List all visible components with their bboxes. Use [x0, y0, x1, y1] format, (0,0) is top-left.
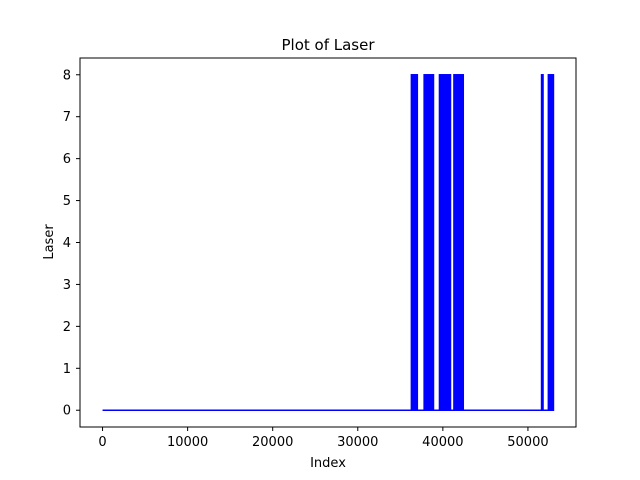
- y-tick-label: 0: [63, 404, 71, 419]
- y-axis-label: Laser: [42, 224, 57, 260]
- y-tick-label: 2: [63, 320, 71, 335]
- x-tick-label: 50000: [507, 435, 548, 450]
- x-axis-label: Index: [310, 456, 346, 471]
- x-tick-label: 20000: [252, 435, 293, 450]
- series-layer: [102, 74, 555, 411]
- y-tick-label: 8: [63, 68, 71, 83]
- x-tick-label: 10000: [167, 435, 208, 450]
- series-pulse-band: [547, 74, 555, 411]
- y-tick-label: 6: [63, 152, 71, 167]
- series-pulse-band: [423, 74, 435, 411]
- x-tick-label: 0: [98, 435, 106, 450]
- y-axis-ticks: 0 1 2 3 4 5 6 7 8: [63, 68, 80, 419]
- x-axis-ticks: 0 10000 20000 30000 40000 50000: [98, 427, 549, 450]
- x-tick-label: 40000: [422, 435, 463, 450]
- y-tick-label: 1: [63, 362, 71, 377]
- y-tick-label: 4: [63, 236, 71, 251]
- y-tick-label: 5: [63, 194, 71, 209]
- y-tick-label: 7: [63, 110, 71, 125]
- x-tick-label: 30000: [337, 435, 378, 450]
- series-pulse-band: [414, 74, 419, 411]
- chart-title: Plot of Laser: [281, 36, 375, 54]
- y-tick-label: 3: [63, 278, 71, 293]
- series-pulse-band: [453, 74, 465, 411]
- series-pulse-band: [438, 74, 452, 411]
- series-pulse-band: [540, 74, 544, 411]
- series-pulse-band: [410, 74, 415, 411]
